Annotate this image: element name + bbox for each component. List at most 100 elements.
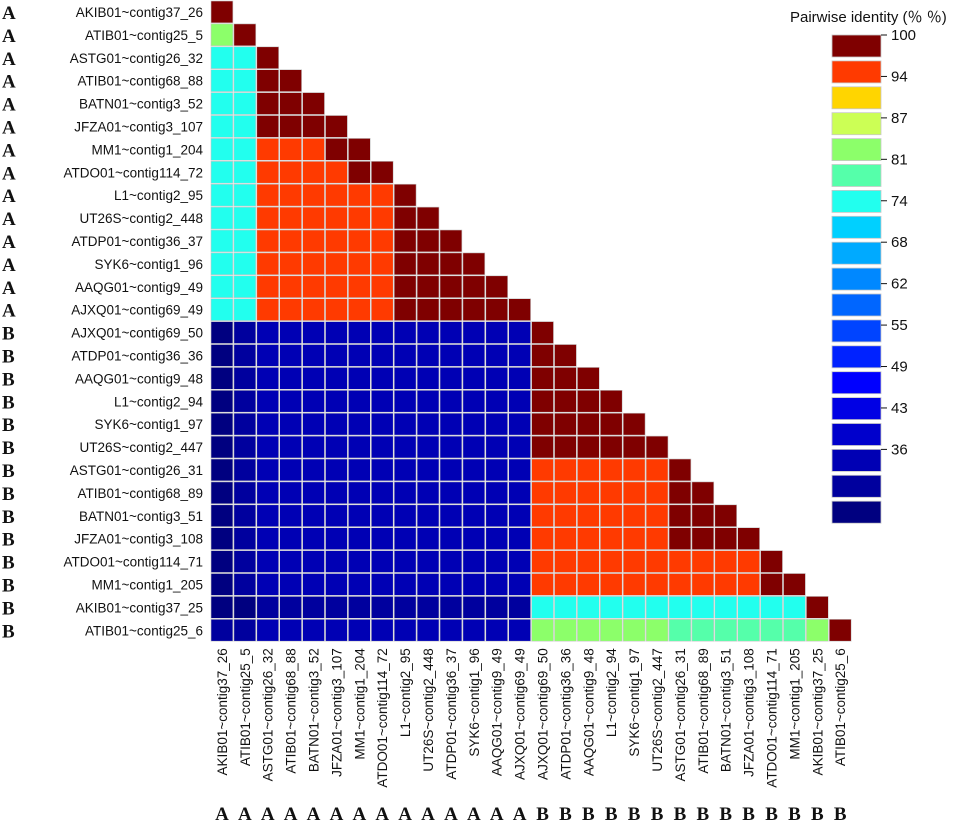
heatmap-cell-r21-c6 [325, 458, 348, 482]
heatmap-cell-r9-c1 [210, 183, 234, 207]
heatmap-cell-r18-c1 [210, 389, 234, 413]
column-label-3: ASTG01~contig26_32 [261, 648, 276, 781]
heatmap-cell-r8-c3 [256, 161, 279, 184]
row-group-letter-24: B [2, 530, 15, 551]
column-group-letter-5: A [307, 804, 321, 825]
heatmap-cell-r16-c4 [279, 344, 302, 367]
column-label-16: ATDP01~contig36_36 [558, 648, 573, 779]
heatmap-cell-r24-c11 [439, 527, 463, 550]
row-label-4: ATIB01~contig68_88 [78, 74, 203, 89]
column-group-letter-1: A [215, 804, 229, 825]
heatmap-cell-r24-c5 [302, 527, 325, 550]
heatmap-cell-r28-c20 [645, 618, 669, 642]
heatmap-cell-r28-c18 [599, 618, 623, 642]
heatmap-cell-r20-c5 [302, 435, 325, 459]
heatmap-cell-r21-c15 [531, 458, 554, 482]
heatmap-cell-r19-c15 [531, 412, 554, 436]
heatmap-cell-r16-c8 [370, 344, 394, 367]
legend-color-box-4 [831, 112, 882, 136]
heatmap-cell-r21-c3 [256, 458, 279, 482]
legend-tick-label-7: 62 [891, 276, 908, 293]
heatmap-cell-r13-c1 [210, 275, 234, 298]
heatmap-cell-r22-c4 [279, 481, 302, 505]
heatmap-cell-r18-c5 [302, 389, 325, 413]
heatmap-cell-r23-c14 [508, 504, 531, 527]
heatmap-cell-r11-c11 [439, 229, 463, 253]
heatmap-cell-r11-c10 [416, 229, 440, 253]
heatmap-cell-r28-c2 [233, 618, 257, 642]
heatmap-cell-r17-c8 [370, 367, 394, 390]
heatmap-cell-r7-c1 [210, 138, 234, 161]
legend-color-box-13 [831, 345, 882, 369]
heatmap-cell-r22-c6 [325, 481, 348, 505]
heatmap-cell-r24-c13 [485, 527, 508, 550]
heatmap-cell-r18-c7 [348, 389, 371, 413]
heatmap-cell-r18-c15 [531, 389, 554, 413]
column-label-21: ASTG01~contig26_31 [673, 648, 688, 781]
heatmap-cell-r20-c15 [531, 435, 554, 459]
heatmap-cell-r12-c10 [416, 252, 440, 276]
heatmap-cell-r28-c1 [210, 618, 234, 642]
row-group-letter-4: A [2, 72, 16, 93]
heatmap-cell-r16-c10 [416, 344, 440, 367]
heatmap-cell-r25-c1 [210, 550, 234, 573]
row-group-letter-5: A [2, 95, 16, 116]
row-group-letter-22: B [2, 484, 15, 505]
heatmap-cell-r27-c1 [210, 596, 234, 619]
row-group-letter-7: A [2, 140, 16, 161]
column-group-letter-23: B [719, 804, 732, 825]
heatmap-cell-r24-c8 [370, 527, 394, 550]
heatmap-cell-r18-c18 [599, 389, 623, 413]
heatmap-cell-r13-c11 [439, 275, 463, 298]
heatmap-cell-r16-c13 [485, 344, 508, 367]
legend-tick-label-11: 36 [891, 441, 908, 458]
heatmap-cell-r5-c2 [233, 92, 257, 115]
heatmap-cells [210, 0, 852, 642]
heatmap-cell-r26-c4 [279, 573, 302, 596]
heatmap-cell-r19-c5 [302, 412, 325, 436]
heatmap-cell-r24-c10 [416, 527, 440, 550]
heatmap-cell-r25-c16 [554, 550, 577, 573]
heatmap-cell-r26-c7 [348, 573, 371, 596]
heatmap-cell-r27-c2 [233, 596, 257, 619]
column-group-letter-17: B [582, 804, 595, 825]
row-group-letter-9: A [2, 186, 16, 207]
row-label-27: AKIB01~contig37_25 [76, 600, 203, 615]
heatmap-cell-r11-c9 [393, 229, 417, 253]
heatmap-cell-r22-c13 [485, 481, 508, 505]
heatmap-cell-r25-c4 [279, 550, 302, 573]
heatmap-cell-r26-c8 [370, 573, 394, 596]
heatmap-cell-r21-c19 [622, 458, 646, 482]
heatmap-cell-r11-c3 [256, 229, 279, 253]
heatmap-cell-r5-c1 [210, 92, 234, 115]
row-label-8: ATDO01~contig114_72 [64, 165, 203, 180]
column-group-letter-13: A [490, 804, 504, 825]
heatmap-cell-r21-c10 [416, 458, 440, 482]
legend-tick-label-6: 68 [891, 234, 908, 251]
heatmap-cell-r11-c4 [279, 229, 302, 253]
heatmap-cell-r18-c8 [370, 389, 394, 413]
row-group-letter-12: A [2, 255, 16, 276]
heatmap-cell-r12-c8 [370, 252, 394, 276]
heatmap-cell-r17-c5 [302, 367, 325, 390]
row-label-9: L1~contig2_95 [114, 188, 203, 203]
heatmap-cell-r12-c1 [210, 252, 234, 276]
heatmap-cell-r11-c5 [302, 229, 325, 253]
heatmap-cell-r9-c5 [302, 183, 325, 207]
heatmap-cell-r13-c5 [302, 275, 325, 298]
heatmap-cell-r28-c8 [370, 618, 394, 642]
heatmap-cell-r23-c4 [279, 504, 302, 527]
heatmap-cell-r10-c8 [370, 206, 394, 230]
heatmap-cell-r20-c13 [485, 435, 508, 459]
heatmap-cell-r28-c21 [668, 618, 692, 642]
row-group-letter-23: B [2, 507, 15, 528]
heatmap-cell-r7-c5 [302, 138, 325, 161]
heatmap-cell-r7-c2 [233, 138, 257, 161]
heatmap-cell-r27-c24 [737, 596, 760, 619]
heatmap-cell-r22-c8 [370, 481, 394, 505]
heatmap-cell-r21-c4 [279, 458, 302, 482]
heatmap-cell-r18-c4 [279, 389, 302, 413]
column-label-10: UT26S~contig2_448 [421, 648, 436, 771]
heatmap-cell-r15-c6 [325, 321, 348, 344]
